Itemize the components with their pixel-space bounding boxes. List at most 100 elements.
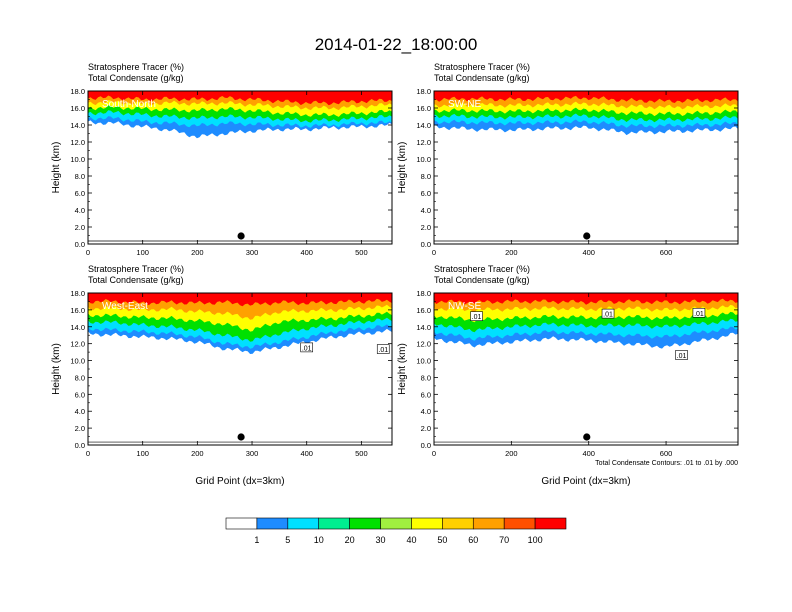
- colorbar-swatch: [534, 517, 567, 530]
- x-axis-label: Grid Point (dx=3km): [195, 476, 284, 487]
- x-tick-label: 0: [86, 248, 90, 257]
- colorbar-swatch: [411, 517, 443, 530]
- contour-label: .01: [603, 312, 613, 319]
- panel-label: South-North: [102, 99, 156, 110]
- y-tick-label: 18.0: [70, 87, 85, 96]
- panel-title-line: Total Condensate (g/kg): [434, 275, 530, 285]
- x-tick-label: 500: [355, 248, 368, 257]
- colorbar-swatch: [380, 517, 412, 530]
- contour-label-box: [692, 307, 706, 318]
- figure-title: 2014-01-22_18:00:00: [315, 35, 478, 54]
- y-axis-label: Height (km): [51, 343, 62, 395]
- x-tick-label: 600: [660, 248, 673, 257]
- y-tick-label: 14.0: [70, 121, 85, 130]
- location-marker: [237, 433, 245, 441]
- colorbar-swatch: [287, 517, 320, 530]
- x-tick-label: 100: [136, 449, 149, 458]
- colorbar-swatch: [225, 517, 258, 530]
- panels: Stratosphere Tracer (%)Total Condensate …: [51, 62, 739, 487]
- colorbar-label: 70: [499, 535, 509, 545]
- panel-nw-se: Stratosphere Tracer (%)Total Condensate …: [397, 264, 739, 487]
- colorbar-swatch: [256, 517, 289, 530]
- y-tick-label: 12.0: [416, 340, 431, 349]
- y-tick-label: 12.0: [70, 138, 85, 147]
- colorbar-label: 20: [345, 535, 355, 545]
- location-marker: [583, 433, 591, 441]
- tracer-band-c100: [434, 293, 738, 305]
- x-tick-label: 0: [432, 449, 436, 458]
- y-tick-label: 14.0: [416, 323, 431, 332]
- panel-title-line: Total Condensate (g/kg): [434, 73, 530, 83]
- panel-sw-ne: Stratosphere Tracer (%)Total Condensate …: [397, 62, 739, 257]
- panel-title-line: Stratosphere Tracer (%): [88, 62, 184, 72]
- y-tick-label: 4.0: [75, 407, 85, 416]
- panel-label: SW-NE: [448, 99, 481, 110]
- y-tick-label: 6.0: [421, 189, 431, 198]
- panel-south-north: Stratosphere Tracer (%)Total Condensate …: [51, 62, 393, 257]
- x-tick-label: 500: [355, 449, 368, 458]
- contour-label: .01: [302, 345, 312, 352]
- y-tick-label: 6.0: [75, 390, 85, 399]
- y-tick-label: 6.0: [75, 189, 85, 198]
- colorbar-label: 50: [437, 535, 447, 545]
- contour-label-box: [300, 342, 314, 353]
- panel-label: West-East: [102, 301, 148, 312]
- x-tick-label: 0: [86, 449, 90, 458]
- contour-label: .01: [378, 347, 388, 354]
- x-tick-label: 400: [300, 248, 313, 257]
- x-tick-label: 300: [246, 449, 259, 458]
- y-tick-label: 0.0: [421, 240, 431, 249]
- tracer-field: [88, 293, 392, 443]
- y-tick-label: 4.0: [421, 407, 431, 416]
- y-tick-label: 18.0: [416, 87, 431, 96]
- y-tick-label: 8.0: [75, 373, 85, 382]
- x-tick-label: 200: [191, 449, 204, 458]
- y-tick-label: 8.0: [75, 172, 85, 181]
- contour-label: .01: [694, 311, 704, 318]
- y-tick-label: 10.0: [416, 357, 431, 366]
- tracer-band-c100: [434, 91, 738, 103]
- y-tick-label: 14.0: [416, 121, 431, 130]
- y-tick-label: 8.0: [421, 373, 431, 382]
- location-marker: [583, 232, 591, 240]
- y-tick-label: 16.0: [416, 104, 431, 113]
- y-tick-label: 16.0: [70, 306, 85, 315]
- colorbar-label: 1: [254, 535, 259, 545]
- contour-label: .01: [677, 353, 687, 360]
- y-tick-label: 2.0: [421, 424, 431, 433]
- x-tick-label: 200: [505, 248, 518, 257]
- colorbar-swatch: [472, 517, 505, 530]
- y-tick-label: 2.0: [75, 424, 85, 433]
- x-tick-label: 400: [582, 248, 595, 257]
- panel-west-east: Stratosphere Tracer (%)Total Condensate …: [51, 264, 393, 487]
- tracer-field: [434, 293, 738, 443]
- y-tick-label: 12.0: [416, 138, 431, 147]
- y-tick-label: 10.0: [416, 155, 431, 164]
- x-tick-label: 100: [136, 248, 149, 257]
- contour-label-box: [470, 311, 483, 321]
- y-axis-label: Height (km): [51, 142, 62, 194]
- x-tick-label: 200: [505, 449, 518, 458]
- panel-title-line: Total Condensate (g/kg): [88, 275, 184, 285]
- contour-label-box: [675, 350, 688, 360]
- y-tick-label: 14.0: [70, 323, 85, 332]
- colorbar-label: 5: [285, 535, 290, 545]
- tracer-field: [434, 91, 738, 242]
- x-tick-label: 400: [582, 449, 595, 458]
- y-tick-label: 6.0: [421, 390, 431, 399]
- x-tick-label: 400: [300, 449, 313, 458]
- y-axis-label: Height (km): [397, 142, 408, 194]
- y-tick-label: 10.0: [70, 357, 85, 366]
- location-marker: [237, 232, 245, 240]
- y-tick-label: 10.0: [70, 155, 85, 164]
- contour-label: .01: [472, 314, 482, 321]
- colorbar-swatch: [349, 517, 381, 530]
- y-axis-label: Height (km): [397, 343, 408, 395]
- panel-title-line: Stratosphere Tracer (%): [434, 62, 530, 72]
- tracer-band-c100: [88, 91, 392, 106]
- colorbar-label: 100: [528, 535, 543, 545]
- colorbar-label: 10: [314, 535, 324, 545]
- y-tick-label: 18.0: [416, 289, 431, 298]
- colorbar-label: 30: [376, 535, 386, 545]
